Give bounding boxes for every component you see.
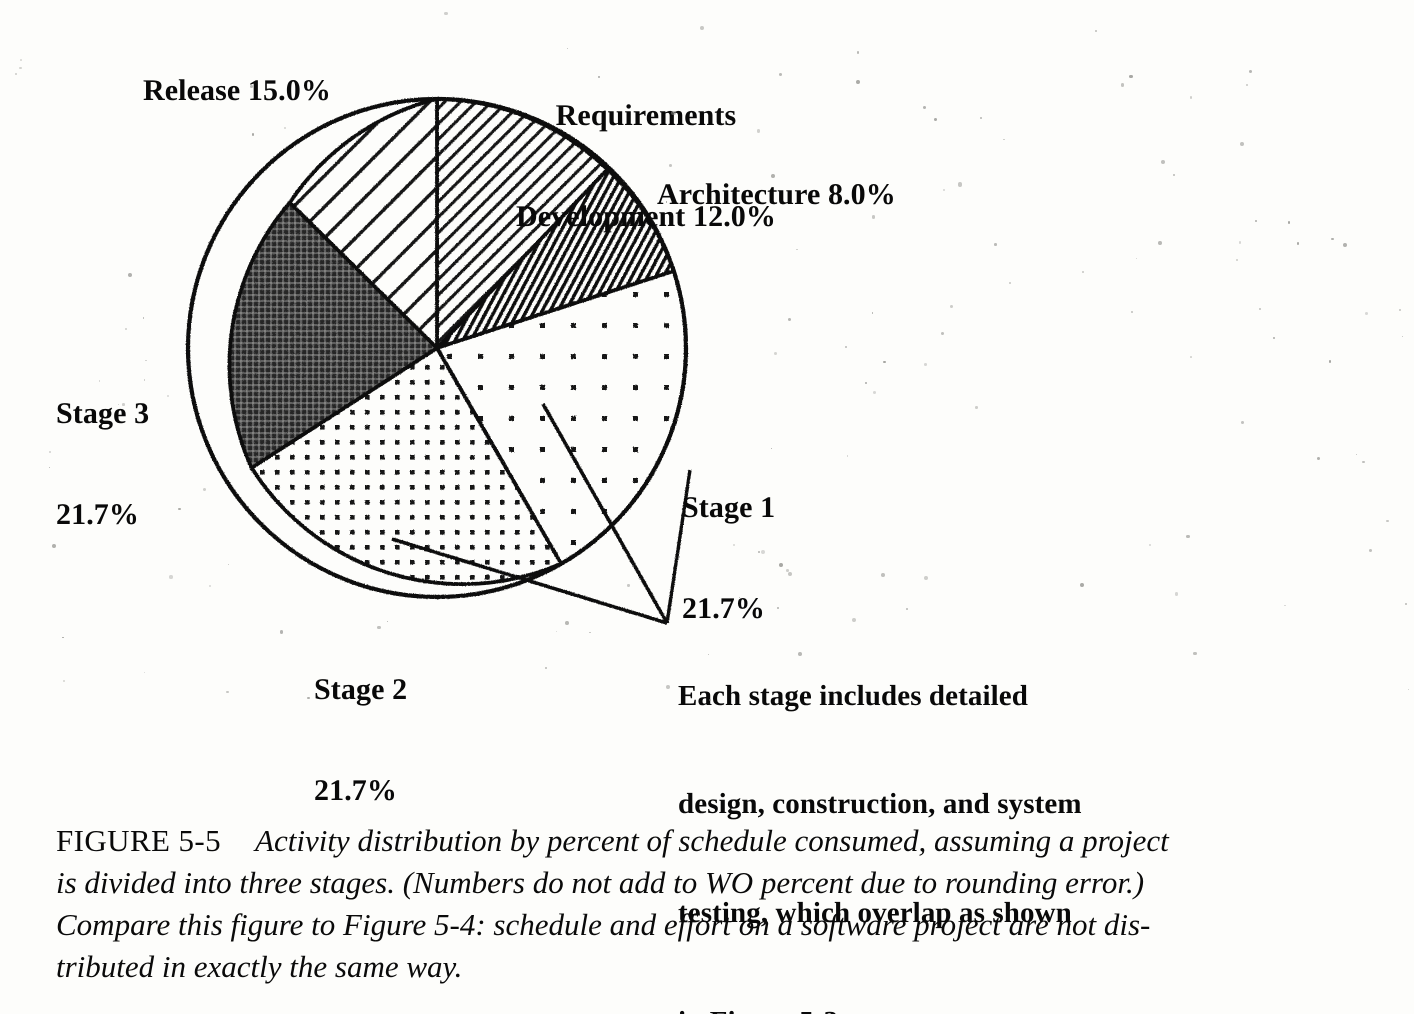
slice-label-architecture: Architecture 8.0%: [657, 178, 896, 211]
slice-label-stage-3: Stage 3 21.7%: [56, 330, 149, 599]
chart-annotation-line1: Each stage includes detailed: [678, 679, 1029, 712]
slice-label-requirements-development: Requirements Development 12.0%: [516, 32, 776, 301]
chart-annotation-line3: testing, which overlap as shown: [678, 897, 1072, 929]
chart-annotation-line4: in Figure 5-3.: [678, 1004, 1082, 1014]
pie-outline: [185, 96, 689, 600]
figure-caption-line-4: tributed in exactly the same way.: [56, 949, 463, 985]
leader-line-stage-1: [541, 403, 669, 624]
slice-label-stage-1: Stage 1 21.7%: [682, 424, 775, 693]
chart-annotation-line2: design, construction, and system: [678, 788, 1082, 821]
figure-caption-line-3: Compare this figure to Figure 5-4: sched…: [56, 907, 1151, 943]
slice-label-stage-1-name: Stage 1: [682, 491, 776, 525]
slice-label-release: Release 15.0%: [143, 74, 331, 107]
slice-label-stage-2-value: 21.7%: [314, 773, 397, 807]
slice-label-stage-3-name: Stage 3: [56, 397, 150, 431]
slice-label-stage-1-value: 21.7%: [682, 591, 765, 625]
slice-label-requirements-development-line2: Development 12.0%: [516, 199, 776, 233]
figure-caption: FIGURE 5-5 Activity distribution by perce…: [56, 820, 1376, 989]
pie-slice-release: [287, 96, 439, 353]
pie-chart-svg: [185, 96, 692, 625]
leader-line-stage-2: [391, 537, 668, 625]
figure-caption-line-1: Activity distribution by percent of sche…: [255, 823, 1169, 858]
slice-label-stage-3-value: 21.7%: [56, 497, 139, 531]
chart-annotation: Each stage includes detailed design, con…: [678, 605, 1082, 1014]
slice-label-stage-2-name: Stage 2: [314, 673, 408, 707]
leader-line-stage-3: [665, 469, 692, 624]
pie-slice-stage-3: [227, 199, 441, 471]
slice-label-requirements-development-line1: Requirements: [555, 99, 737, 133]
figure-caption-line-2: is divided into three stages. (Numbers d…: [56, 865, 1145, 901]
pie-chart: Release 15.0% Requirements Development 1…: [56, 32, 1081, 1014]
figure-number: FIGURE 5-5: [56, 823, 222, 858]
slice-label-stage-2: Stage 2 21.7%: [314, 606, 407, 875]
